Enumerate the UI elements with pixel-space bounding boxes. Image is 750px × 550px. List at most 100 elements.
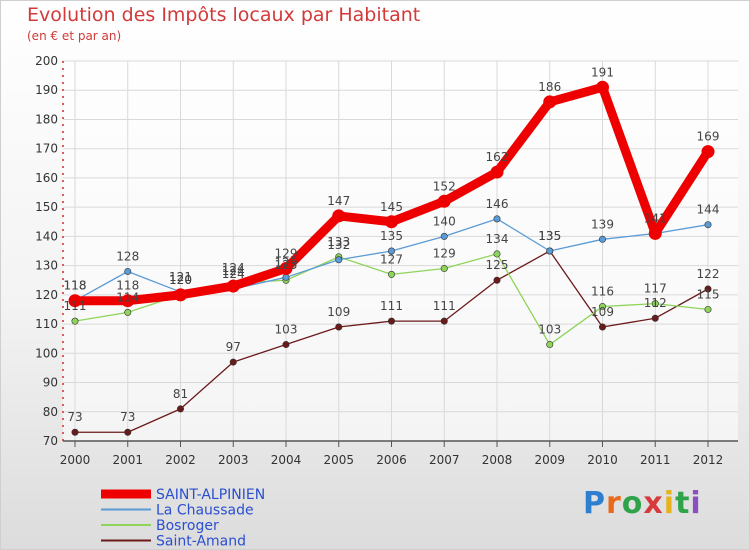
x-tick-label: 2001 [112,453,143,467]
data-label: 140 [433,214,456,228]
data-point [440,232,448,240]
data-point [177,405,185,413]
data-label: 191 [591,65,614,79]
data-label: 135 [538,229,561,243]
data-point [437,194,451,208]
logo-letter: o [621,486,644,521]
data-label: 152 [433,179,456,193]
data-point [71,317,79,325]
legend-label: Bosroger [156,518,219,534]
data-label: 135 [380,229,403,243]
data-label: 97 [226,340,241,354]
chart-subtitle: (en € et par an) [27,29,122,43]
x-tick-label: 2000 [60,453,91,467]
data-point [546,341,554,349]
data-point [493,276,501,284]
data-label: 120 [169,273,192,287]
logo-letter: x [643,486,664,521]
data-point [651,314,659,322]
logo-letter: i [690,486,702,521]
data-point [387,317,395,325]
data-label: 128 [116,249,139,263]
x-tick-label: 2011 [640,453,671,467]
y-tick-label: 150 [35,200,58,214]
data-label: 134 [486,232,509,246]
y-tick-label: 80 [43,405,58,419]
y-tick-label: 200 [35,54,58,68]
data-label: 141 [644,211,667,225]
y-tick-label: 140 [35,229,58,243]
data-point [546,247,554,255]
logo-letter: r [606,486,622,521]
data-point [704,221,712,229]
data-label: 124 [222,264,245,278]
data-point [335,256,343,264]
data-point [226,279,240,293]
data-point [332,209,346,223]
data-label: 125 [486,258,509,272]
data-point [440,317,448,325]
data-point [493,250,501,258]
data-label: 115 [697,287,720,301]
data-point [493,215,501,223]
x-tick-label: 2009 [534,453,565,467]
y-tick-label: 180 [35,112,58,126]
x-tick-label: 2008 [482,453,513,467]
data-label: 129 [275,255,298,269]
data-label: 169 [697,130,720,144]
data-label: 122 [697,267,720,281]
data-point [704,285,712,293]
data-label: 146 [486,197,509,211]
data-point [704,305,712,313]
data-label: 129 [433,247,456,261]
x-tick-label: 2007 [429,453,460,467]
legend-label: La Chaussade [156,503,254,519]
data-point [651,300,659,308]
y-tick-label: 110 [35,317,58,331]
data-point [387,270,395,278]
data-label: 135 [538,229,561,243]
data-point [282,273,290,281]
data-label: 139 [591,217,614,231]
data-point [282,341,290,349]
data-point [440,265,448,273]
y-tick-label: 70 [43,434,58,448]
data-label: 114 [116,290,139,304]
data-point [68,294,82,308]
data-point [121,294,135,308]
logo-letter: i [663,486,676,521]
data-label: 111 [380,299,403,313]
x-tick-label: 2003 [218,453,249,467]
data-point [648,226,662,240]
data-label: 103 [275,323,298,337]
data-label: 73 [67,410,82,424]
data-label: 127 [380,252,403,266]
data-label: 162 [486,150,509,164]
data-point [174,288,187,302]
y-tick-label: 120 [35,288,58,302]
x-tick-label: 2002 [165,453,196,467]
data-label: 132 [327,238,350,252]
legend-label: Saint-Amand [156,534,246,550]
data-label: 147 [327,194,350,208]
y-tick-label: 190 [35,83,58,97]
data-point [598,303,606,311]
data-label: 124 [222,267,245,281]
x-tick-label: 2005 [323,453,354,467]
data-label: 118 [116,279,139,293]
data-point [124,267,132,275]
data-label: 125 [275,258,298,272]
data-label: 129 [275,247,298,261]
y-tick-label: 100 [35,346,58,360]
data-point [279,262,293,276]
plot-area [63,61,738,441]
logo-letter: t [675,486,691,521]
x-tick-label: 2012 [693,453,724,467]
data-label: 109 [591,305,614,319]
data-point [385,215,398,229]
data-label: 141 [644,211,667,225]
y-tick-label: 170 [35,142,58,156]
data-point [598,235,606,243]
